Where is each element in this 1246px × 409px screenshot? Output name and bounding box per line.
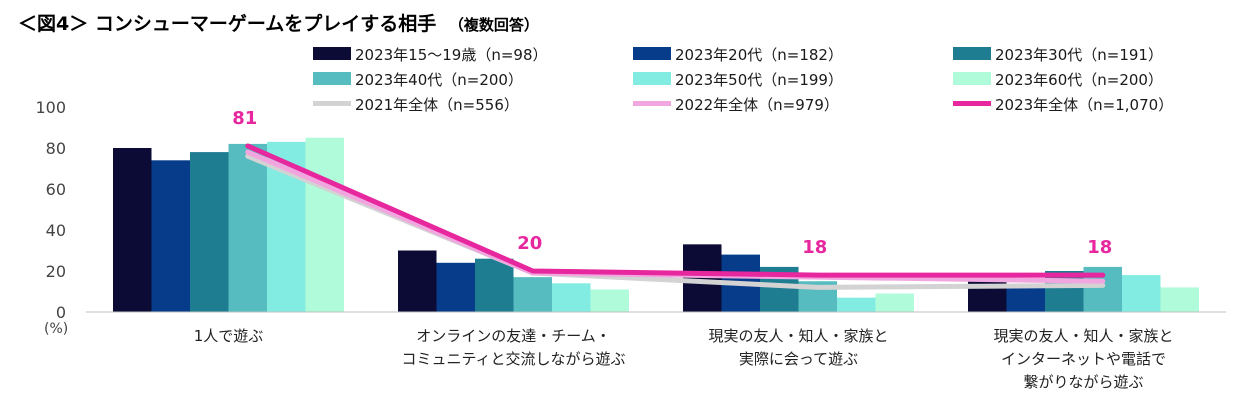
x-axis: 1人で遊ぶ オンラインの友達・チーム・コミュニティと交流しながら遊ぶ 現実の友人・知… — [86, 311, 1226, 391]
y-tick-label: 100 — [35, 98, 66, 117]
lines — [245, 143, 1106, 290]
legend-swatch — [633, 72, 671, 85]
legend-label: 2021年全体（n=556） — [355, 96, 519, 114]
legend-label: 2023年全体（n=1,070） — [995, 96, 1173, 114]
category-label-line: 1人で遊ぶ — [194, 327, 264, 345]
bar — [513, 277, 552, 312]
category-label-line: オンラインの友達・チーム・ — [416, 327, 611, 345]
bar — [190, 152, 229, 312]
category-label-line: インターネットや電話で — [1001, 350, 1166, 368]
category-label-line: 繋がりながら遊ぶ — [1023, 373, 1143, 391]
bars — [113, 137, 1199, 312]
legend-label: 2023年40代（n=200） — [355, 71, 523, 89]
bar — [837, 297, 876, 312]
legend-swatch — [633, 47, 671, 60]
y-tick-label: 20 — [46, 262, 66, 281]
bar — [590, 289, 629, 312]
y-tick-label: 80 — [46, 139, 66, 158]
bar — [1122, 275, 1161, 312]
y-axis: 0 20 40 60 80 100 (%) — [35, 98, 68, 337]
data-label: 20 — [517, 233, 542, 254]
bar — [475, 258, 514, 312]
category-label-line: 現実の友人・知人・家族と — [708, 327, 888, 345]
trend-line — [245, 153, 1106, 290]
bar — [436, 262, 475, 312]
y-tick-label: 40 — [46, 221, 66, 240]
category-label: 現実の友人・知人・家族とインターネットや電話で繋がりながら遊ぶ — [993, 327, 1173, 391]
legend: 2023年15～19歳（n=98） 2023年20代（n=182） 2023年30代… — [313, 46, 1173, 114]
bar — [113, 148, 152, 312]
trend-line — [245, 149, 1106, 284]
chart-title-sub: （複数回答） — [449, 16, 539, 34]
bar — [683, 244, 722, 312]
legend-swatch — [953, 47, 991, 60]
category-label: オンラインの友達・チーム・コミュニティと交流しながら遊ぶ — [401, 327, 625, 368]
bar — [1006, 285, 1045, 312]
category-label-line: コミュニティと交流しながら遊ぶ — [401, 350, 625, 368]
data-labels: 81 20 18 18 — [232, 108, 1112, 258]
chart-title: ＜図4＞ コンシューマーゲームをプレイする相手 （複数回答） — [18, 12, 539, 35]
bar — [1045, 271, 1084, 312]
bar — [305, 137, 344, 312]
chart-title-main: ＜図4＞ コンシューマーゲームをプレイする相手 — [18, 12, 436, 35]
bar — [1160, 287, 1199, 312]
y-tick-label: 0 — [56, 303, 66, 322]
legend-swatch — [313, 72, 351, 85]
legend-label: 2023年15～19歳（n=98） — [355, 46, 548, 64]
data-label: 81 — [232, 108, 257, 129]
data-label: 18 — [1087, 237, 1112, 258]
legend-label: 2023年20代（n=182） — [675, 46, 843, 64]
bar — [552, 283, 591, 312]
bar — [398, 250, 437, 312]
y-axis-unit: (%) — [44, 321, 68, 337]
legend-label: 2022年全体（n=979） — [675, 96, 839, 114]
legend-swatch — [953, 72, 991, 85]
category-label: 現実の友人・知人・家族と実際に会って遊ぶ — [708, 327, 888, 368]
y-tick-label: 60 — [46, 180, 66, 199]
legend-label: 2023年30代（n=191） — [995, 46, 1163, 64]
category-label-line: 現実の友人・知人・家族と — [993, 327, 1173, 345]
legend-label: 2023年60代（n=200） — [995, 71, 1163, 89]
trend-line — [245, 143, 1106, 278]
category-label: 1人で遊ぶ — [194, 327, 264, 345]
bar — [228, 143, 267, 312]
category-label-line: 実際に会って遊ぶ — [739, 350, 858, 368]
data-label: 18 — [802, 237, 827, 258]
legend-label: 2023年50代（n=199） — [675, 71, 843, 89]
bar — [875, 293, 914, 312]
bar — [151, 160, 190, 312]
legend-swatch — [313, 47, 351, 60]
